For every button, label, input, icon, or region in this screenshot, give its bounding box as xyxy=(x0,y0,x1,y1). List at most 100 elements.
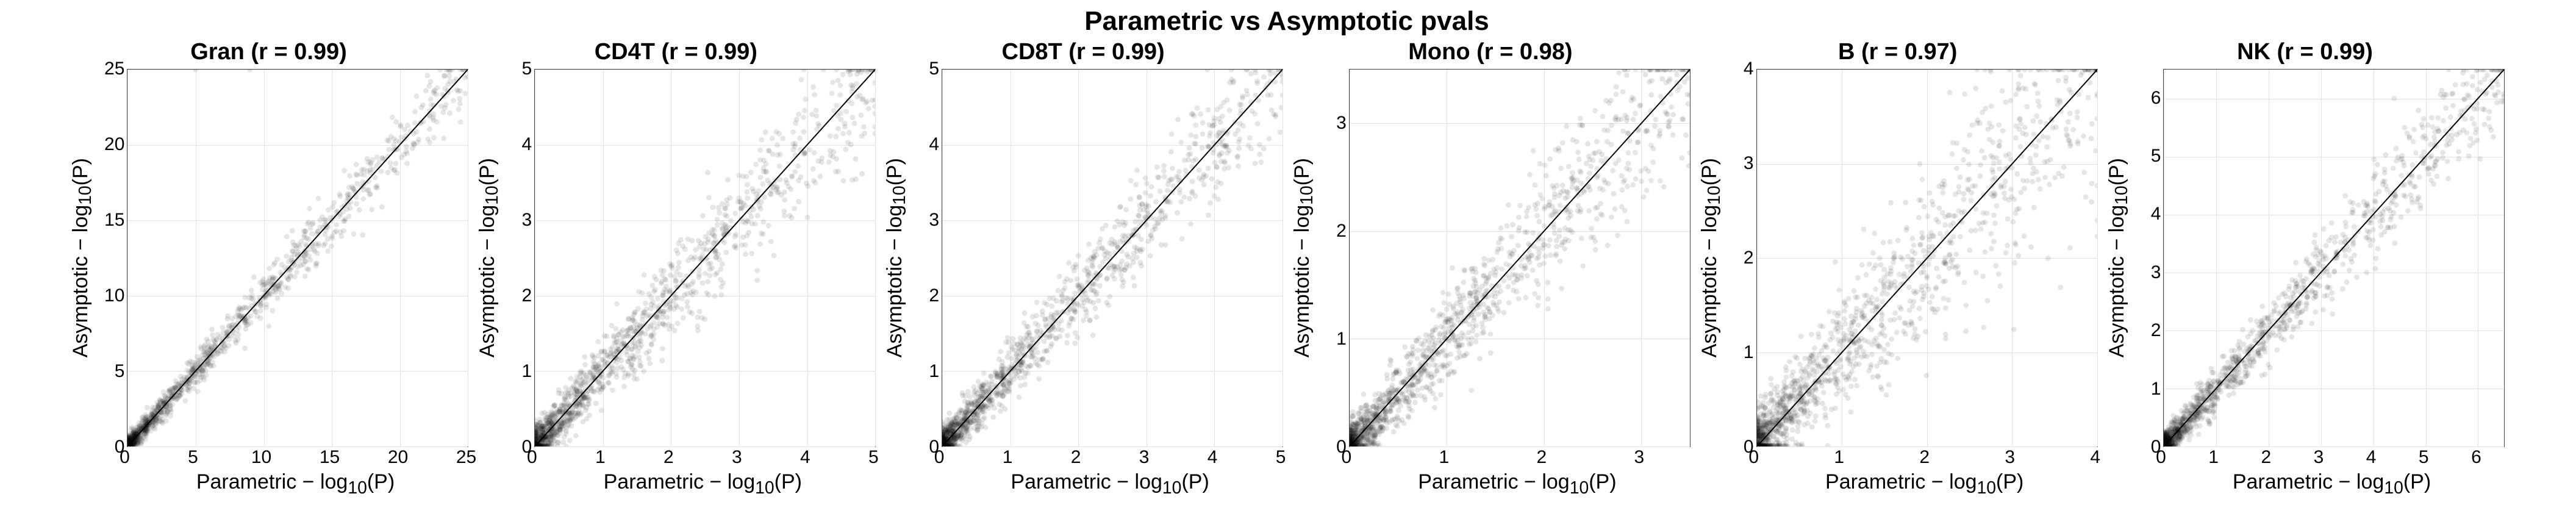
y-tick: 4 xyxy=(929,135,939,154)
x-tick: 5 xyxy=(2419,448,2429,467)
panel-title: Gran (r = 0.99) xyxy=(190,39,347,65)
y-axis-ticks: 012345 xyxy=(911,69,942,447)
y-tick: 2 xyxy=(522,287,532,305)
x-tick: 2 xyxy=(1071,448,1081,467)
y-axis-label: Asymptotic − log10(P) xyxy=(1698,158,1725,357)
y-tick: 2 xyxy=(1336,222,1347,240)
gridline-v xyxy=(875,70,876,446)
panel-nk: NK (r = 0.99) Asymptotic − log10(P) 0 1 2 3 4 5… xyxy=(2105,39,2505,498)
scatter-points xyxy=(1350,70,1690,446)
plot-area xyxy=(534,69,876,447)
plot-area xyxy=(1756,69,2098,447)
y-axis-ticks: 0510152025 xyxy=(96,69,127,447)
panel-title: Mono (r = 0.98) xyxy=(1408,39,1572,65)
x-tick: 4 xyxy=(1208,448,1218,467)
gridline-v xyxy=(2097,70,2098,446)
x-tick: 1 xyxy=(2208,448,2219,467)
panel-gran: Gran (r = 0.99) Asymptotic − log10(P) 0 5 10… xyxy=(69,39,469,498)
y-tick: 1 xyxy=(2151,380,2161,398)
y-tick: 5 xyxy=(929,60,939,78)
x-tick: 5 xyxy=(868,448,879,467)
x-tick: 1 xyxy=(1439,448,1450,467)
scatter-points xyxy=(942,70,1283,446)
y-tick: 2 xyxy=(2151,321,2161,340)
y-tick: 4 xyxy=(2151,205,2161,223)
x-tick: 0 xyxy=(934,448,945,467)
figure-suptitle: Parametric vs Asymptotic pvals xyxy=(6,6,2567,37)
x-tick: 3 xyxy=(2314,448,2324,467)
y-axis-ticks: 012345 xyxy=(504,69,534,447)
x-tick: 0 xyxy=(1748,448,1759,467)
y-axis-label: Asymptotic − log10(P) xyxy=(69,158,96,357)
y-axis-label: Asymptotic − log10(P) xyxy=(2105,158,2132,357)
plot-area xyxy=(1349,69,1690,447)
y-tick: 25 xyxy=(104,60,124,78)
panel-cd4t: CD4T (r = 0.99) Asymptotic − log10(P) 0 1 2 3… xyxy=(476,39,876,498)
x-tick: 4 xyxy=(2090,448,2100,467)
x-tick: 1 xyxy=(1834,448,1844,467)
y-tick: 1 xyxy=(1336,330,1347,348)
y-tick: 2 xyxy=(1744,249,1754,267)
x-tick: 2 xyxy=(664,448,674,467)
y-tick: 1 xyxy=(1744,343,1754,362)
panel-title: CD8T (r = 0.99) xyxy=(1002,39,1165,65)
x-tick: 3 xyxy=(1634,448,1645,467)
x-axis-label: Parametric − log10(P) xyxy=(1347,470,1688,498)
y-tick: 10 xyxy=(104,287,124,305)
panel-cd8t: CD8T (r = 0.99)Asymptotic − log10(P)0123… xyxy=(883,39,1283,498)
y-axis-label: Asymptotic − log10(P) xyxy=(1290,158,1317,357)
x-tick: 6 xyxy=(2471,448,2481,467)
y-tick: 15 xyxy=(104,211,124,229)
panels-row: Gran (r = 0.99)Asymptotic − log10(P)0510… xyxy=(6,39,2567,498)
x-tick: 0 xyxy=(120,448,130,467)
y-tick: 4 xyxy=(522,135,532,154)
y-tick: 6 xyxy=(2151,89,2161,107)
x-tick: 3 xyxy=(1139,448,1150,467)
x-axis-label: Parametric − log10(P) xyxy=(125,470,467,498)
x-tick: 5 xyxy=(1276,448,1286,467)
x-tick: 4 xyxy=(800,448,810,467)
plot-area xyxy=(127,69,468,447)
x-tick: 5 xyxy=(188,448,198,467)
scatter-points xyxy=(1757,70,2097,446)
y-tick: 1 xyxy=(522,362,532,381)
x-axis-label: Parametric − log10(P) xyxy=(2161,470,2502,498)
y-tick: 5 xyxy=(522,60,532,78)
x-tick: 2 xyxy=(2261,448,2271,467)
y-tick: 4 xyxy=(1744,60,1754,78)
y-tick: 3 xyxy=(522,211,532,229)
y-axis-ticks: 0123456 xyxy=(2133,69,2163,447)
x-tick: 15 xyxy=(320,448,340,467)
y-tick: 3 xyxy=(929,211,939,229)
x-tick: 2 xyxy=(1919,448,1930,467)
scatter-points xyxy=(127,70,468,446)
x-tick: 0 xyxy=(2156,448,2166,467)
panel-title: NK (r = 0.99) xyxy=(2237,39,2373,65)
plot-area xyxy=(2163,69,2505,447)
x-tick: 2 xyxy=(1537,448,1547,467)
scatter-points xyxy=(535,70,875,446)
panel-title: B (r = 0.97) xyxy=(1838,39,1957,65)
x-tick: 0 xyxy=(527,448,537,467)
x-tick: 1 xyxy=(595,448,606,467)
y-tick: 1 xyxy=(929,362,939,381)
panel-title: CD4T (r = 0.99) xyxy=(595,39,757,65)
panel-b: B (r = 0.97)Asymptotic − log10(P)0123401… xyxy=(1698,39,2098,498)
y-axis-label: Asymptotic − log10(P) xyxy=(476,158,503,357)
y-tick: 20 xyxy=(104,135,124,154)
figure: Parametric vs Asymptotic pvals Gran (r =… xyxy=(6,6,2567,521)
x-tick: 1 xyxy=(1003,448,1013,467)
x-axis-label: Parametric − log10(P) xyxy=(532,470,873,498)
plot-area xyxy=(942,69,1283,447)
scatter-points xyxy=(2164,70,2504,446)
y-tick: 3 xyxy=(1336,114,1347,132)
x-tick: 0 xyxy=(1342,448,1352,467)
y-tick: 2 xyxy=(929,287,939,305)
x-tick: 3 xyxy=(2005,448,2015,467)
x-tick: 25 xyxy=(456,448,476,467)
y-axis-ticks: 01234 xyxy=(1726,69,1756,447)
y-tick: 5 xyxy=(115,362,125,381)
x-tick: 10 xyxy=(251,448,271,467)
y-tick: 3 xyxy=(2151,264,2161,282)
x-tick: 4 xyxy=(2366,448,2377,467)
